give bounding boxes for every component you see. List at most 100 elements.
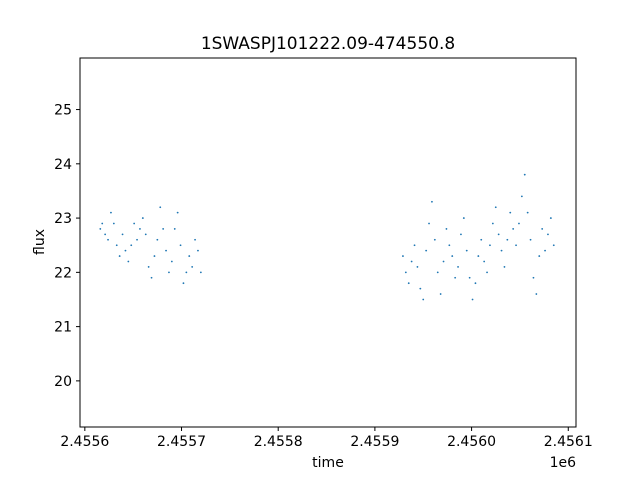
data-point bbox=[532, 276, 535, 279]
x-axis-offset-label: 1e6 bbox=[550, 455, 577, 471]
plot-frame bbox=[79, 57, 577, 428]
data-point bbox=[127, 260, 130, 263]
data-point bbox=[159, 206, 162, 209]
data-point bbox=[512, 228, 515, 230]
data-point bbox=[112, 222, 115, 225]
data-point bbox=[130, 244, 133, 247]
data-point bbox=[474, 282, 477, 285]
y-tick-label: 23 bbox=[54, 211, 72, 227]
data-point bbox=[509, 211, 512, 214]
data-point bbox=[141, 217, 144, 219]
data-point bbox=[465, 249, 468, 252]
data-point bbox=[500, 249, 503, 252]
y-tick-label: 21 bbox=[54, 320, 72, 336]
data-point bbox=[133, 222, 136, 225]
data-point bbox=[518, 222, 520, 225]
data-point bbox=[445, 228, 448, 230]
y-tick-label: 25 bbox=[54, 103, 72, 119]
data-point bbox=[477, 255, 480, 257]
data-point bbox=[549, 217, 552, 219]
data-point bbox=[538, 255, 541, 257]
y-tick-label: 24 bbox=[54, 157, 72, 173]
data-point bbox=[179, 244, 182, 247]
data-point bbox=[486, 271, 488, 274]
data-point bbox=[153, 255, 156, 257]
data-point bbox=[457, 266, 459, 268]
data-point bbox=[425, 249, 428, 252]
x-tick-label: 2.4556 bbox=[60, 434, 109, 450]
data-point bbox=[431, 200, 433, 203]
data-point bbox=[107, 238, 109, 241]
data-point bbox=[115, 244, 118, 247]
data-point bbox=[156, 238, 159, 241]
data-point bbox=[497, 233, 500, 236]
x-tick-label: 2.4557 bbox=[157, 434, 206, 450]
data-point bbox=[544, 249, 546, 252]
data-points bbox=[99, 173, 555, 301]
data-point bbox=[526, 211, 529, 214]
data-point bbox=[454, 276, 457, 279]
x-axis-label: time bbox=[312, 455, 344, 471]
data-point bbox=[402, 255, 404, 257]
data-point bbox=[139, 228, 141, 230]
data-point bbox=[144, 233, 147, 236]
data-point bbox=[515, 244, 517, 247]
data-point bbox=[494, 206, 497, 209]
data-point bbox=[468, 276, 471, 279]
data-point bbox=[483, 260, 486, 263]
data-point bbox=[197, 249, 199, 252]
data-point bbox=[491, 222, 494, 225]
x-axis-ticks: 2.4556 2.4557 2.4558 2.4559 2.4560 2.4561 bbox=[60, 427, 593, 450]
data-point bbox=[442, 260, 445, 263]
data-point bbox=[410, 260, 413, 263]
data-point bbox=[165, 249, 167, 252]
data-point bbox=[422, 298, 425, 301]
data-point bbox=[101, 222, 104, 225]
data-point bbox=[433, 238, 436, 241]
x-tick-label: 2.4561 bbox=[544, 434, 593, 450]
data-point bbox=[480, 238, 483, 241]
data-point bbox=[194, 238, 196, 241]
data-point bbox=[439, 293, 442, 295]
data-point bbox=[118, 255, 121, 257]
data-point bbox=[506, 238, 509, 241]
y-tick-label: 20 bbox=[54, 374, 72, 390]
data-point bbox=[170, 260, 173, 263]
data-point bbox=[523, 173, 526, 176]
data-point bbox=[451, 255, 454, 257]
data-point bbox=[110, 211, 112, 214]
data-point bbox=[460, 233, 462, 236]
data-point bbox=[552, 244, 555, 247]
data-point bbox=[99, 228, 102, 230]
data-point bbox=[121, 233, 124, 236]
data-point bbox=[185, 271, 188, 274]
data-point bbox=[150, 276, 153, 279]
data-point bbox=[529, 238, 532, 241]
data-point bbox=[191, 266, 194, 268]
data-point bbox=[419, 287, 422, 290]
data-point bbox=[520, 195, 523, 198]
data-point bbox=[136, 238, 138, 241]
data-point bbox=[541, 228, 544, 230]
data-point bbox=[489, 244, 491, 247]
data-point bbox=[428, 222, 430, 225]
y-tick-label: 22 bbox=[54, 265, 72, 281]
x-tick-label: 2.4558 bbox=[254, 434, 303, 450]
data-point bbox=[182, 282, 185, 285]
x-tick-label: 2.4559 bbox=[350, 434, 399, 450]
data-point bbox=[436, 271, 439, 274]
data-point bbox=[416, 266, 419, 268]
data-point bbox=[547, 233, 549, 236]
data-point bbox=[147, 266, 150, 268]
y-axis-ticks: 20 21 22 23 24 25 bbox=[54, 103, 80, 390]
data-point bbox=[168, 271, 170, 274]
data-point bbox=[471, 298, 474, 301]
data-point bbox=[407, 282, 410, 285]
data-point bbox=[462, 217, 465, 219]
data-point bbox=[188, 255, 191, 257]
data-point bbox=[104, 233, 107, 236]
data-point bbox=[162, 228, 165, 230]
data-point bbox=[503, 266, 506, 268]
